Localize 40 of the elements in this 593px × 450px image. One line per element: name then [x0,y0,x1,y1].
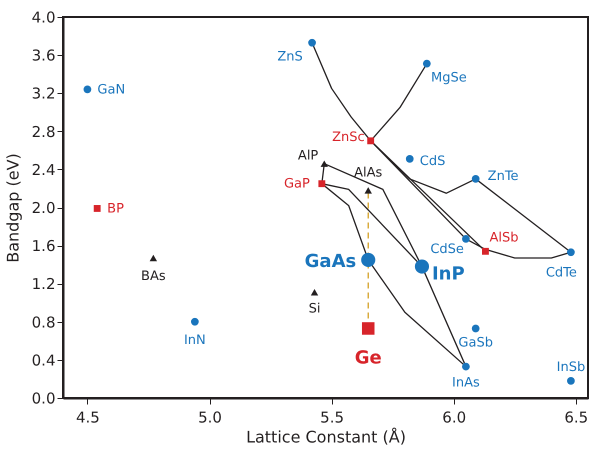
annotation: AlSb [489,230,518,246]
annotation: ZnSc [332,130,365,145]
x-tick-label: 5.0 [198,408,222,426]
y-axis-title: Bandgap (eV) [4,153,23,263]
x-axis-title: Lattice Constant (Å) [246,428,406,446]
annotation: BP [107,201,124,216]
annotation: InAs [452,376,480,391]
y-tick-label: 0.4 [32,351,56,370]
annotation: CdS [420,154,446,169]
annotation: GaAs [304,250,356,272]
annotation: Si [308,301,320,316]
annotation: InN [184,332,206,348]
annotation: GaN [97,82,126,98]
annotation: ZnS [277,50,303,65]
y-tick-label: 1.2 [32,275,56,294]
x-tick-label: 6.0 [442,408,466,426]
y-tick-label: 0.0 [32,390,56,408]
y-tick-label: 2.0 [32,199,56,217]
y-tick-label: 0.8 [32,313,56,332]
annotation: GaP [284,176,310,192]
x-tick-label: 6.5 [564,408,588,426]
annotation: GaSb [458,335,493,350]
annotation: InSb [556,360,586,375]
y-tick-label: 3.6 [32,46,56,65]
x-tick-label: 4.5 [76,408,100,426]
y-tick-label: 2.4 [32,160,56,179]
annotation: InP [432,264,465,285]
annotation: AlP [298,148,318,164]
annotation: CdSe [430,242,464,257]
annotation: Ge [354,347,382,368]
y-tick-label: 2.8 [32,122,56,141]
annotation: AlAs [354,165,383,180]
x-tick-label: 5.5 [320,408,344,426]
annotation: BAs [141,268,166,284]
annotation: MgSe [430,70,467,86]
y-tick-label: 3.2 [32,84,56,103]
annotation: CdTe [546,265,577,280]
y-tick-label: 4.0 [32,8,56,26]
annotation: ZnTe [488,168,519,184]
y-tick-label: 1.6 [32,237,56,256]
